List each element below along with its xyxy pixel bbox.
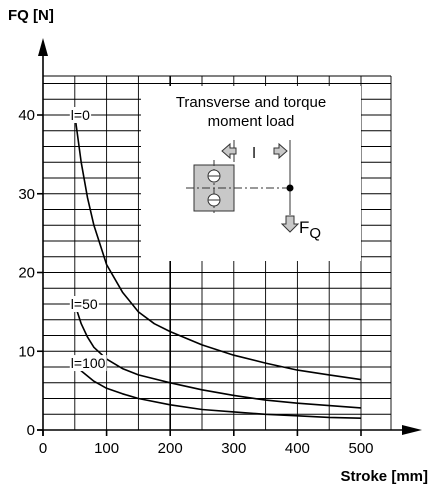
x-axis-label: Stroke [mm] [340,468,428,485]
inset-title-line2: moment load [208,113,295,130]
y-tick-label: 0 [27,422,35,439]
series-label-l-0: l=0 [71,107,90,123]
inset-box: Transverse and torque moment load l FQ [141,86,361,261]
inset-arrow-left-icon [221,142,237,160]
y-tick-label: 20 [18,265,35,282]
x-axis-arrow-icon [402,425,422,435]
inset-l-label: l [252,145,255,162]
series-label-background [69,355,107,372]
y-axis-arrow-icon [38,38,48,56]
x-tick-label: 200 [158,440,183,457]
inset-arrow-right-icon [273,142,288,160]
series-line-l-50 [74,303,362,409]
y-tick-label: 10 [18,343,35,360]
inset-background [141,86,361,261]
inset-force-arrow-icon [280,215,300,233]
series-line-l-0 [74,114,362,381]
series-label-background [69,296,99,312]
inset-force-label: FQ [299,218,321,242]
y-axis-label: FQ [N] [8,7,54,24]
x-tick-label: 400 [285,440,310,457]
y-tick-label: 40 [18,107,35,124]
inset-load-point [286,184,294,192]
x-tick-label: 0 [39,440,47,457]
series-label-background [69,107,92,123]
series-label-l-100: l=100 [71,355,106,371]
series-label-l-50: l=50 [71,296,98,312]
x-tick-label: 300 [221,440,246,457]
curves: l=0 l=50 l=100 [69,107,362,419]
series-line-l-100 [74,362,362,419]
axis-labels: FQ [N] Stroke [mm] [8,7,428,485]
y-tick-label: 30 [18,186,35,203]
x-tick-label: 100 [94,440,119,457]
x-tick-label: 500 [348,440,373,457]
inset-title-line1: Transverse and torque [176,94,326,111]
